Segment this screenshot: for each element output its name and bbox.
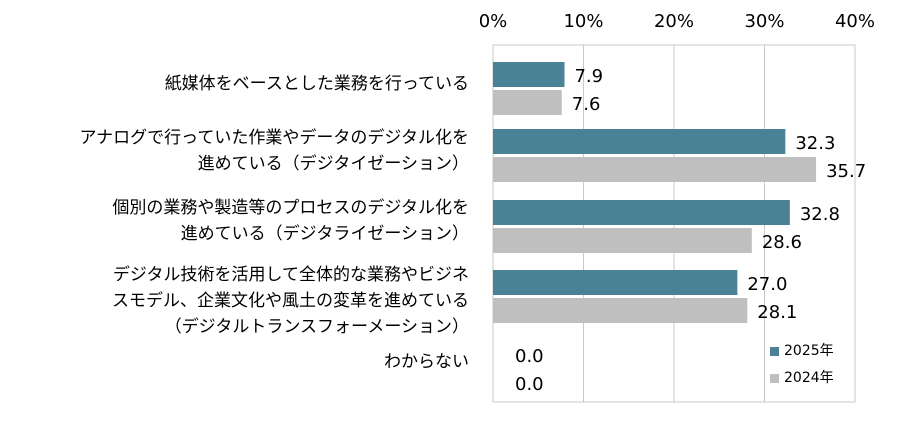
- x-tick-label: 20%: [654, 11, 694, 32]
- category-label: 個別の業務や製造等のプロセスのデジタル化を: [112, 197, 469, 218]
- x-tick-label: 10%: [563, 11, 603, 32]
- category-label: 紙媒体をベースとした業務を行っている: [165, 74, 469, 94]
- category-label: デジタル技術を活用して全体的な業務やビジネ: [113, 264, 469, 285]
- data-label: 28.1: [757, 302, 797, 323]
- data-label: 27.0: [747, 274, 787, 295]
- category-label: わからない: [384, 352, 469, 372]
- data-label: 28.6: [762, 232, 802, 253]
- data-label: 0.0: [515, 346, 544, 367]
- x-tick-label: 30%: [744, 11, 784, 32]
- legend-label: 2024年: [784, 370, 834, 386]
- legend: 2025年 2024年: [770, 343, 834, 386]
- category-labels: 紙媒体をベースとした業務を行っているアナログで行っていた作業やデータのデジタル化…: [80, 74, 469, 372]
- bar-2025年-3: [493, 270, 738, 295]
- data-label: 7.9: [574, 66, 603, 87]
- category-label: 進めている（デジタイゼーション）: [198, 153, 469, 174]
- bar-2025年-0: [493, 62, 565, 87]
- legend-label: 2025年: [784, 343, 834, 359]
- bars: 7.9 32.3 32.8 27.0 0.0 7.6 35.7 28.6 28.1 0.0: [493, 62, 866, 395]
- category-label: スモデル、企業文化や風土の変革を進めている: [112, 290, 469, 311]
- category-label: （デジタルトランスフォーメーション）: [165, 316, 469, 337]
- data-label: 35.7: [826, 161, 866, 182]
- legend-swatch: [770, 374, 779, 383]
- bar-2024年-0: [493, 90, 562, 115]
- category-label: 進めている（デジタライゼーション）: [181, 223, 469, 244]
- x-tick-label: 40%: [835, 11, 875, 32]
- data-label: 7.6: [572, 94, 601, 115]
- data-label: 32.8: [800, 204, 840, 225]
- category-label: アナログで行っていた作業やデータのデジタル化を: [80, 127, 469, 148]
- bar-2024年-2: [493, 228, 752, 253]
- bar-2024年-3: [493, 298, 748, 323]
- bar-2025年-1: [493, 129, 786, 154]
- bar-2025年-2: [493, 200, 790, 225]
- gridlines: [492, 44, 856, 403]
- data-label: 0.0: [515, 374, 544, 395]
- bar-2024年-1: [493, 157, 817, 182]
- x-tick-label: 0%: [479, 11, 508, 32]
- data-label: 32.3: [795, 133, 835, 154]
- x-axis-tick-labels: 0% 10% 20% 30% 40%: [479, 11, 875, 32]
- legend-swatch: [770, 347, 779, 356]
